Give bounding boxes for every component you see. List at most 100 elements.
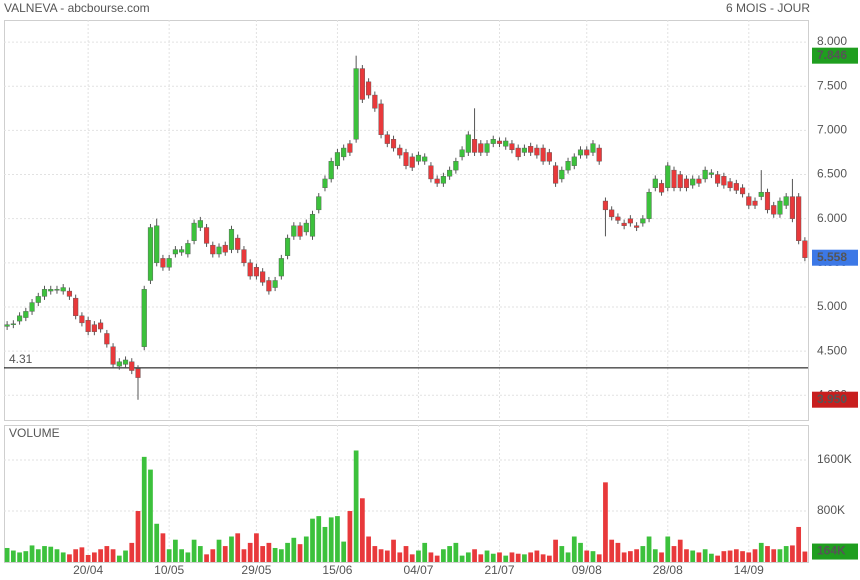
candle-body xyxy=(640,218,646,224)
candle-body xyxy=(328,161,334,180)
candle-body xyxy=(658,183,665,193)
candle-body xyxy=(228,229,235,250)
candle-body xyxy=(596,147,602,162)
volume-bar xyxy=(372,546,378,562)
candle-body xyxy=(48,289,54,292)
candle-body xyxy=(98,322,104,330)
candle-body xyxy=(129,361,135,371)
candle-body xyxy=(789,196,795,219)
value-marker-label: 5.558 xyxy=(817,250,847,264)
candle-body xyxy=(384,134,390,144)
candle-body xyxy=(627,218,633,224)
volume-panel xyxy=(4,425,809,563)
volume-bar xyxy=(29,545,35,562)
candle-body xyxy=(609,209,615,218)
volume-bar xyxy=(640,546,646,562)
candle-body xyxy=(453,161,459,171)
candle-body xyxy=(154,225,160,264)
volume-bar xyxy=(360,498,365,562)
x-tick-label: 20/04 xyxy=(73,563,103,577)
candle-body xyxy=(191,222,197,241)
price-panel xyxy=(4,20,809,421)
volume-bar xyxy=(702,549,708,562)
volume-bar xyxy=(353,450,359,562)
volume-bar xyxy=(478,554,484,562)
candle-body xyxy=(272,280,278,288)
volume-bar xyxy=(652,549,658,562)
candle-body xyxy=(353,68,359,140)
x-tick-label: 29/05 xyxy=(241,563,271,577)
candle-body xyxy=(203,227,210,244)
volume-bar xyxy=(571,536,577,562)
volume-bar xyxy=(272,547,278,562)
candle-body xyxy=(185,243,191,255)
candle-body xyxy=(503,140,509,147)
candle-body xyxy=(29,302,35,312)
candle-body xyxy=(783,196,789,206)
volume-bar xyxy=(17,552,22,562)
candle-body xyxy=(291,225,297,237)
candle-body xyxy=(802,240,808,258)
volume-bar xyxy=(266,542,272,562)
candle-body xyxy=(216,246,222,255)
volume-bar xyxy=(347,511,353,562)
candle-body xyxy=(565,161,571,171)
candle-body xyxy=(496,140,503,144)
candle-body xyxy=(752,200,758,206)
volume-bar xyxy=(23,551,29,562)
candle-body xyxy=(528,146,534,153)
y-tick-label: 6.000 xyxy=(817,211,847,225)
candle-body xyxy=(665,165,671,188)
candle-body xyxy=(322,178,328,188)
volume-tick-label: 1600K xyxy=(817,452,852,466)
volume-bar xyxy=(546,555,552,562)
volume-bar xyxy=(696,552,702,562)
candle-body xyxy=(796,196,802,241)
volume-bar xyxy=(291,537,297,562)
volume-bar xyxy=(366,536,371,562)
candle-body xyxy=(334,152,341,166)
candle-body xyxy=(341,147,347,158)
volume-bar xyxy=(384,550,390,562)
volume-bar xyxy=(141,456,147,562)
value-marker-label: 7.846 xyxy=(817,48,847,62)
volume-bar xyxy=(628,551,633,562)
volume-bar xyxy=(297,544,303,562)
volume-bar xyxy=(428,552,434,562)
volume-bar xyxy=(222,546,228,562)
volume-bar xyxy=(634,549,639,562)
y-tick-label: 4.500 xyxy=(817,343,847,357)
candle-body xyxy=(415,154,422,162)
candle-body xyxy=(758,191,764,197)
volume-bar xyxy=(453,542,459,562)
candle-body xyxy=(390,139,397,149)
volume-bar xyxy=(646,536,652,562)
volume-bar xyxy=(235,533,241,562)
volume-bar xyxy=(73,549,79,562)
volume-bar xyxy=(559,546,565,562)
volume-bar xyxy=(484,550,490,562)
candle-body xyxy=(490,139,496,144)
volume-bar xyxy=(790,545,795,562)
candle-body xyxy=(116,361,122,367)
candle-body xyxy=(521,147,527,153)
volume-bar xyxy=(684,549,689,562)
volume-bar xyxy=(173,539,178,562)
volume-bar xyxy=(335,516,340,562)
volume-bar xyxy=(777,549,783,562)
volume-bar xyxy=(328,517,334,562)
volume-bar xyxy=(715,555,720,562)
candle-body xyxy=(440,176,446,184)
volume-bar xyxy=(528,552,534,562)
candle-body xyxy=(73,297,79,317)
candle-body xyxy=(434,178,440,184)
volume-bar xyxy=(459,555,465,562)
candle-body xyxy=(372,94,378,109)
volume-bar xyxy=(92,552,97,562)
candle-body xyxy=(278,258,284,277)
candle-body xyxy=(696,178,702,184)
volume-bar xyxy=(185,552,191,562)
candle-body xyxy=(110,346,116,365)
candle-body xyxy=(546,152,552,162)
volume-bar xyxy=(48,546,54,562)
